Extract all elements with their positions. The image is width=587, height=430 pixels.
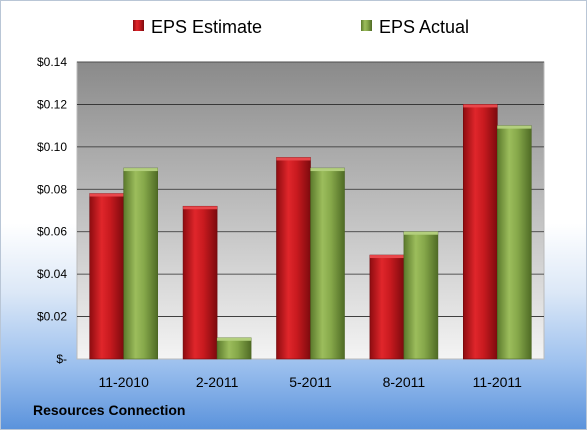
company-name: Resources Connection — [33, 402, 186, 418]
bar-eps-actual-cap — [217, 337, 252, 341]
legend-label-estimate: EPS Estimate — [151, 17, 262, 37]
bar-eps-estimate-cap — [369, 255, 404, 259]
bar-eps-actual — [216, 337, 252, 360]
bar-eps-actual — [496, 125, 532, 360]
x-axis-categories: 11-2010 2-2011 5-2011 8-2011 11-2011 — [99, 374, 523, 390]
legend-label-actual: EPS Actual — [379, 17, 469, 37]
bar-eps-actual — [403, 231, 439, 360]
legend-swatch-estimate — [133, 20, 144, 31]
legend: EPS Estimate EPS Actual — [133, 17, 469, 37]
bar-eps-estimate-cap — [183, 206, 218, 210]
x-category-label: 11-2010 — [99, 374, 150, 390]
y-tick-label: $0.10 — [37, 140, 67, 154]
x-category-label: 8-2011 — [383, 374, 426, 390]
y-tick-label: $0.14 — [37, 55, 67, 69]
bar-eps-estimate — [462, 104, 498, 360]
bar-eps-actual-cap — [310, 168, 345, 172]
bar-eps-actual-cap — [497, 125, 532, 129]
bar-eps-estimate-cap — [276, 157, 311, 161]
bar-eps-estimate — [369, 254, 405, 360]
y-tick-label: $0.08 — [37, 182, 67, 196]
bars — [89, 104, 532, 360]
bar-eps-estimate — [276, 157, 311, 360]
bar-eps-actual — [310, 167, 345, 360]
y-tick-label: $0.12 — [37, 97, 67, 111]
bar-eps-actual-cap — [123, 168, 158, 172]
y-tick-label: $0.04 — [37, 267, 67, 281]
x-category-label: 2-2011 — [196, 374, 239, 390]
legend-swatch-actual — [361, 20, 372, 31]
bar-eps-estimate — [182, 205, 218, 360]
x-category-label: 5-2011 — [289, 374, 332, 390]
bar-eps-actual — [123, 167, 158, 360]
y-tick-label: $0.02 — [37, 310, 67, 324]
bar-eps-estimate-cap — [89, 193, 124, 197]
y-axis-ticks: $- $0.02 $0.04 $0.06 $0.08 $0.10 $0.12 $0.14 — [37, 55, 67, 366]
bar-eps-estimate-cap — [463, 104, 498, 108]
bar-eps-estimate — [89, 193, 124, 360]
y-tick-label: $- — [56, 352, 67, 366]
bar-eps-actual-cap — [403, 231, 438, 235]
y-tick-label: $0.06 — [37, 225, 67, 239]
x-category-label: 11-2011 — [473, 374, 523, 390]
